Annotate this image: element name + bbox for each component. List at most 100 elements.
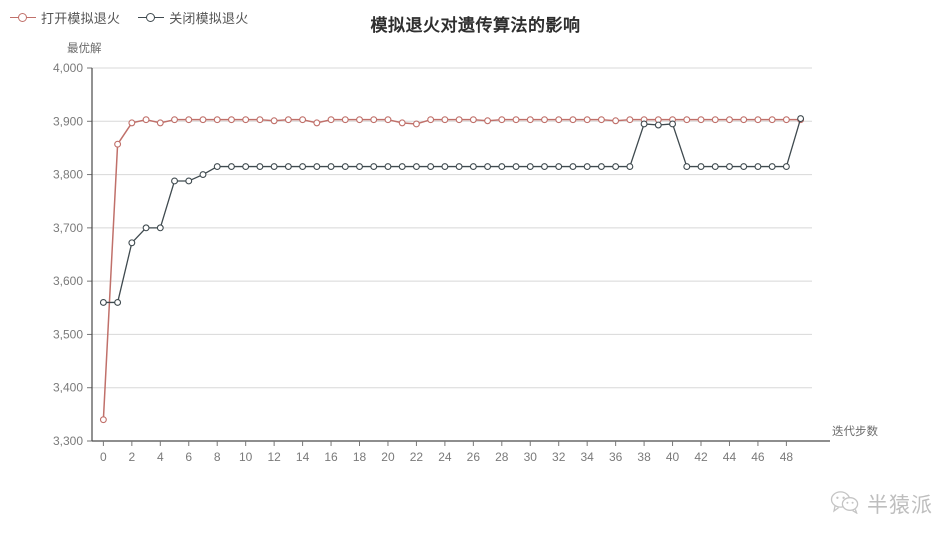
- data-point: [156, 119, 164, 127]
- x-tick-label: 2: [128, 450, 135, 464]
- data-point: [597, 163, 605, 171]
- x-tick-label: 34: [580, 450, 594, 464]
- legend-label-series-0: 打开模拟退火: [41, 11, 121, 26]
- data-point: [455, 163, 463, 171]
- data-point: [583, 163, 591, 171]
- data-point: [654, 121, 662, 129]
- x-tick-label: 28: [495, 450, 509, 464]
- data-point: [370, 163, 378, 171]
- data-point: [697, 116, 705, 124]
- data-point: [569, 116, 577, 124]
- data-point: [626, 163, 634, 171]
- data-point: [498, 116, 506, 124]
- data-point: [313, 163, 321, 171]
- data-point: [569, 163, 577, 171]
- data-point: [213, 163, 221, 171]
- data-point: [441, 116, 449, 124]
- data-point: [284, 163, 292, 171]
- x-tick-label: 6: [185, 450, 192, 464]
- y-tick-label: 3,300: [53, 434, 83, 448]
- data-point: [256, 163, 264, 171]
- data-point: [356, 116, 363, 124]
- data-point: [583, 116, 591, 124]
- y-tick-label: 4,000: [53, 61, 83, 75]
- data-point: [427, 163, 435, 171]
- watermark: 半猿派: [830, 489, 933, 519]
- data-point: [128, 119, 136, 127]
- y-tick-label: 3,700: [53, 221, 83, 235]
- data-point: [484, 117, 492, 125]
- data-point: [612, 163, 620, 171]
- data-point: [299, 163, 307, 171]
- data-point: [142, 116, 150, 124]
- data-point: [555, 163, 563, 171]
- data-point: [341, 116, 349, 124]
- data-point: [99, 416, 107, 424]
- series-line-1: [102, 117, 802, 304]
- data-point: [256, 116, 264, 124]
- legend-dot-1: [146, 12, 156, 22]
- data-point: [726, 116, 733, 124]
- wechat-icon: [830, 490, 860, 519]
- x-tick-label: 12: [267, 450, 281, 464]
- x-tick-label: 24: [438, 450, 452, 464]
- x-tick-label: 16: [324, 450, 338, 464]
- data-point: [541, 163, 548, 171]
- data-point: [541, 116, 548, 124]
- x-tick-label: 36: [609, 450, 623, 464]
- data-point: [740, 163, 748, 171]
- data-point: [498, 163, 506, 171]
- data-point: [384, 163, 392, 171]
- data-point: [711, 116, 719, 124]
- data-point: [384, 116, 392, 124]
- data-point: [683, 116, 691, 124]
- data-point: [555, 116, 563, 124]
- x-tick-label: 14: [296, 450, 310, 464]
- x-tick-label: 20: [381, 450, 395, 464]
- data-point: [199, 116, 207, 124]
- data-point: [341, 163, 349, 171]
- data-point: [171, 177, 178, 185]
- y-tick-label: 3,600: [53, 274, 83, 288]
- data-point: [597, 116, 605, 124]
- x-tick-label: 48: [780, 450, 794, 464]
- data-point: [327, 163, 335, 171]
- y-tick-label: 3,900: [53, 114, 83, 128]
- data-point: [455, 116, 463, 124]
- legend-dot-0: [18, 12, 27, 22]
- data-point: [626, 116, 634, 124]
- y-tick-label: 3,400: [53, 381, 83, 395]
- data-point: [270, 163, 278, 171]
- y-axis-label: 最优解: [67, 43, 102, 55]
- y-tick-label: 3,500: [53, 327, 83, 341]
- data-point: [213, 116, 221, 124]
- legend-item-series-0[interactable]: 打开模拟退火: [10, 8, 120, 27]
- x-tick-label: 38: [637, 450, 651, 464]
- data-point: [398, 119, 406, 127]
- watermark-text: 半猿派: [867, 493, 933, 517]
- data-point: [768, 116, 776, 124]
- data-point: [128, 239, 136, 247]
- data-point: [612, 117, 620, 125]
- data-point: [754, 163, 762, 171]
- data-point: [412, 120, 420, 128]
- data-point: [512, 116, 520, 124]
- x-tick-label: 26: [467, 450, 481, 464]
- data-point: [199, 171, 207, 179]
- chart-legend: 打开模拟退火 关闭模拟退火: [10, 8, 248, 27]
- x-tick-label: 10: [239, 450, 253, 464]
- x-tick-label: 32: [552, 450, 566, 464]
- x-tick-label: 44: [723, 450, 737, 464]
- data-point: [227, 116, 235, 124]
- x-tick-label: 30: [524, 450, 538, 464]
- chart-title: 模拟退火对遗传算法的影响: [370, 16, 581, 35]
- x-tick-label: 42: [694, 450, 708, 464]
- data-point: [797, 115, 805, 123]
- data-point: [441, 163, 449, 171]
- legend-item-series-1[interactable]: 关闭模拟退火: [138, 8, 248, 27]
- data-point: [185, 116, 193, 124]
- data-point: [782, 163, 790, 171]
- data-point: [299, 116, 307, 124]
